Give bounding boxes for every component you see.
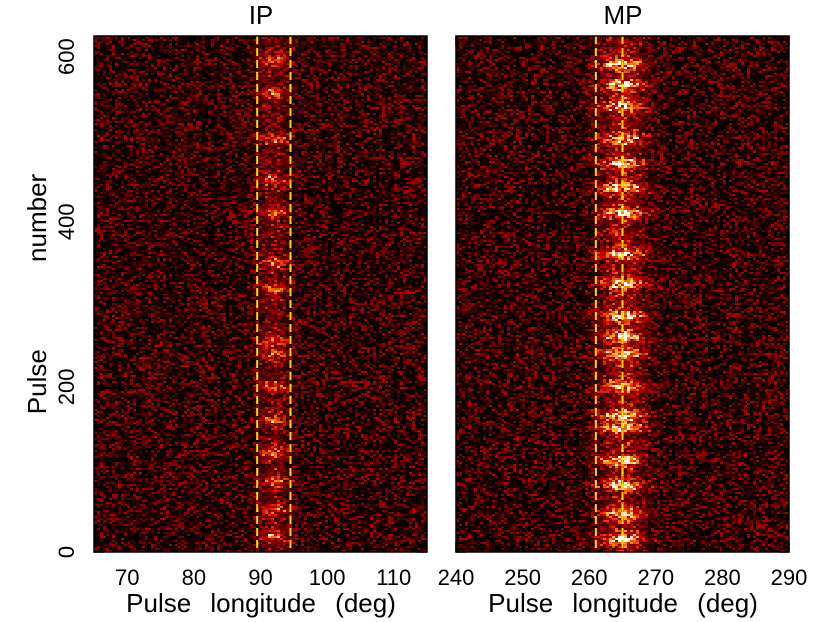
ip-y-tick-label: 600 — [54, 38, 79, 75]
ip-x-tick-label: 110 — [376, 565, 411, 590]
mp-x-tick-label: 240 — [438, 565, 475, 590]
ip-panel-title: IP — [249, 0, 274, 30]
mp-x-axis-label: Pulse longitude (deg) — [488, 588, 758, 618]
ip-y-tick-label: 400 — [54, 203, 79, 240]
ip-x-axis-label: Pulse longitude (deg) — [126, 588, 396, 618]
mp-x-tick-label: 290 — [771, 565, 808, 590]
ip-x-tick-label: 80 — [182, 565, 206, 590]
mp-axes: 240 250 260 270 280 290 — [438, 35, 808, 590]
mp-x-tick-label: 270 — [637, 565, 674, 590]
ip-y-tick-label: 0 — [54, 546, 79, 558]
ip-plot-frame — [93, 35, 428, 553]
y-axis-label: Pulse number — [22, 173, 52, 414]
mp-panel-title: MP — [604, 0, 643, 30]
ip-x-tick-label: 70 — [115, 565, 139, 590]
mp-plot-frame — [455, 35, 790, 553]
mp-x-tick-label: 250 — [504, 565, 541, 590]
mp-x-tick-label: 260 — [571, 565, 608, 590]
ip-y-tick-label: 200 — [54, 369, 79, 406]
ip-x-tick-label: 90 — [248, 565, 272, 590]
mp-x-tick-label: 280 — [704, 565, 741, 590]
ip-intensity-map — [94, 36, 427, 552]
ip-axes: 70 80 90 100 110 0 200 400 600 — [54, 35, 428, 590]
ip-x-tick-label: 100 — [309, 565, 346, 590]
